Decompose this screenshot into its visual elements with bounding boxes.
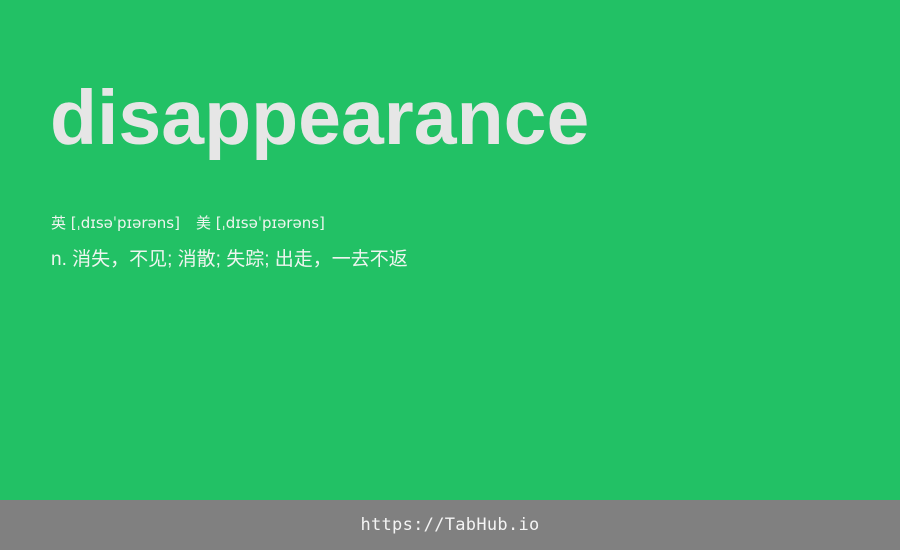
footer-bar: https://TabHub.io bbox=[0, 500, 900, 550]
headword: disappearance bbox=[50, 75, 590, 161]
us-pronunciation: [ˌdɪsəˈpɪərəns] bbox=[215, 214, 325, 232]
uk-label: 英 bbox=[51, 214, 67, 232]
uk-pronunciation: [ˌdɪsəˈpɪərəns] bbox=[70, 214, 180, 232]
us-label: 美 bbox=[195, 214, 211, 232]
phonetics-row: 英 [ˌdɪsəˈpɪərəns] 美 [ˌdɪsəˈpɪərəns] bbox=[51, 212, 325, 234]
definition: n. 消失，不见; 消散; 失踪; 出走，一去不返 bbox=[51, 249, 408, 270]
tabhub-link[interactable]: https://TabHub.io bbox=[360, 515, 540, 535]
word-card: disappearance 英 [ˌdɪsəˈpɪərəns] 美 [ˌdɪsəˈ… bbox=[50, 75, 590, 270]
